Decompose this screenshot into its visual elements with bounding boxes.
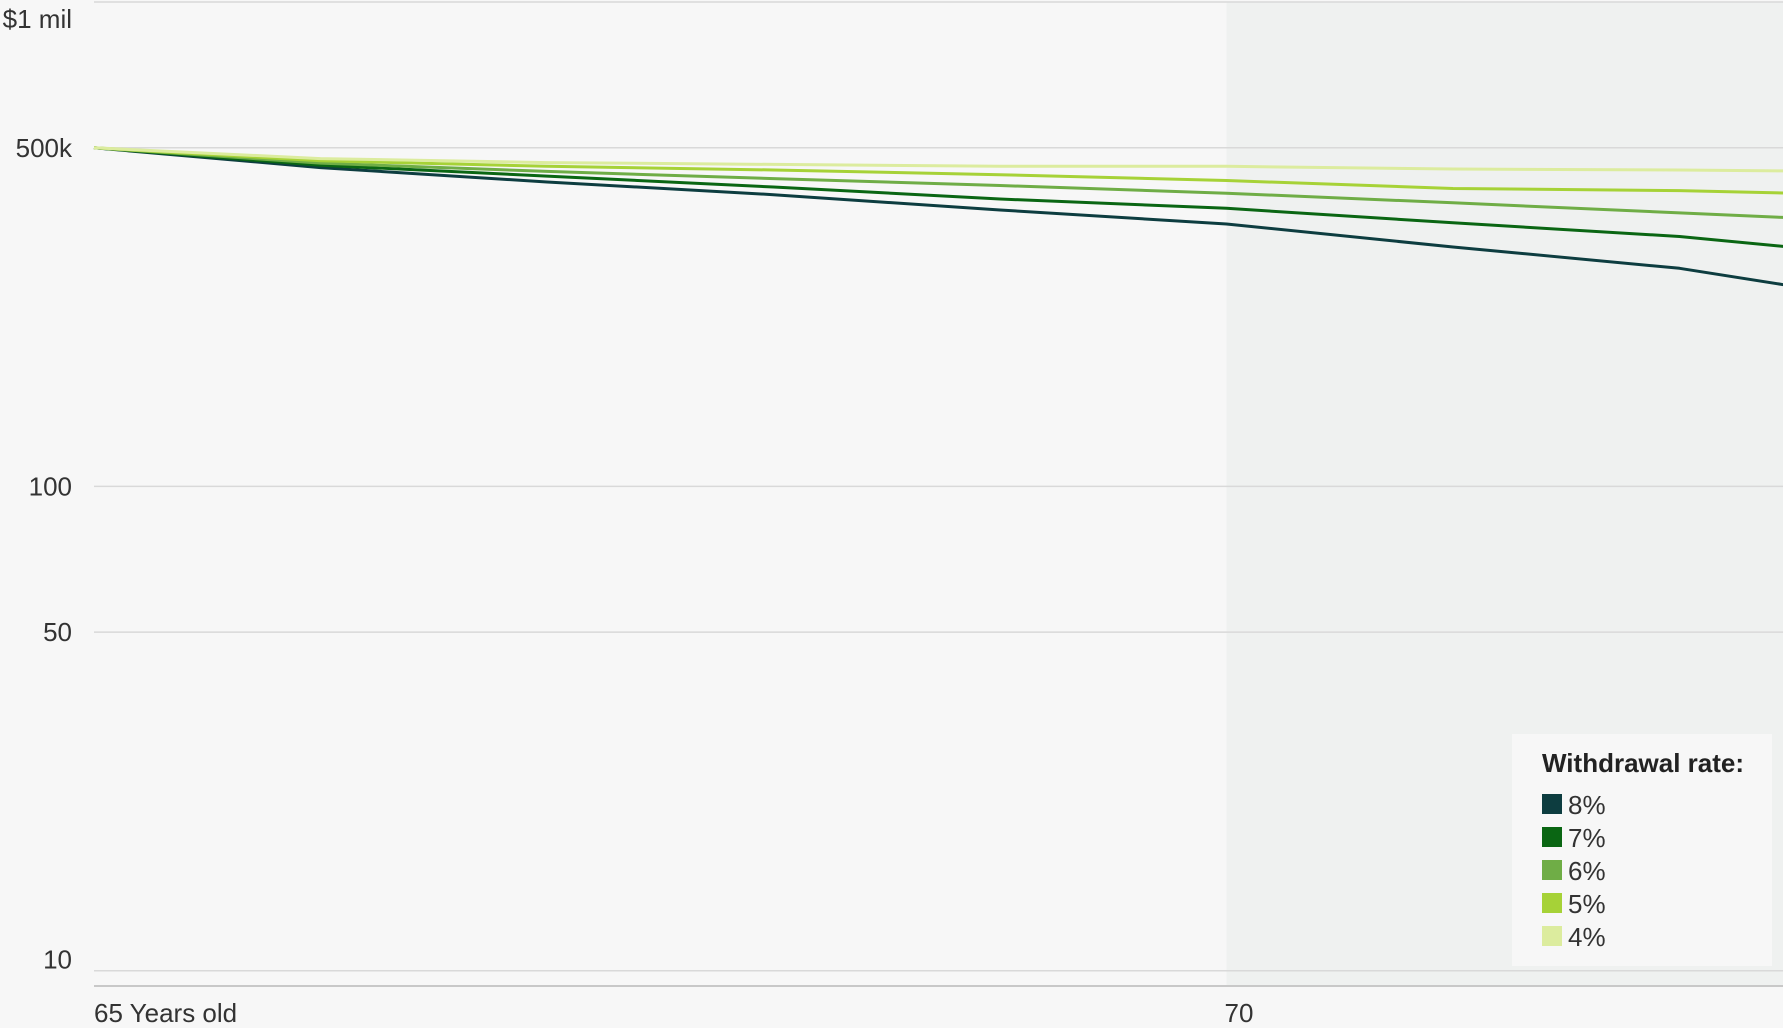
series-lines [93,146,1783,287]
y-tick-label: $1 mil [3,4,72,34]
y-tick-label: 10 [43,945,72,975]
legend: Withdrawal rate: 8%7%6%5%4% [1512,734,1772,966]
legend-swatch [1542,926,1562,946]
y-axis-tick-labels: $1 mil 500k 100 50 10 [3,4,73,975]
legend-swatch [1542,794,1562,814]
series-line-7pct [93,146,1783,248]
series-line-5pct [93,146,1783,195]
x-axis-tick-labels: 65 Years old707580859095100 [94,998,1254,1028]
x-tick-label: 65 Years old [94,998,237,1028]
gridlines [94,1,1783,987]
y-tick-label: 50 [43,617,72,647]
legend-title: Withdrawal rate: [1542,748,1744,778]
legend-label: 6% [1568,856,1606,886]
series-line-8pct [93,146,1783,287]
legend-label: 4% [1568,922,1606,952]
legend-label: 5% [1568,889,1606,919]
x-tick-label: 70 [1225,998,1254,1028]
legend-swatch [1542,893,1562,913]
legend-swatch [1542,827,1562,847]
legend-label: 7% [1568,823,1606,853]
legend-label: 8% [1568,790,1606,820]
series-line-6pct [93,146,1783,219]
legend-swatch [1542,860,1562,880]
y-tick-label: 100 [29,471,72,501]
series-line-4pct [93,146,1783,173]
y-tick-label: 500k [16,133,73,163]
